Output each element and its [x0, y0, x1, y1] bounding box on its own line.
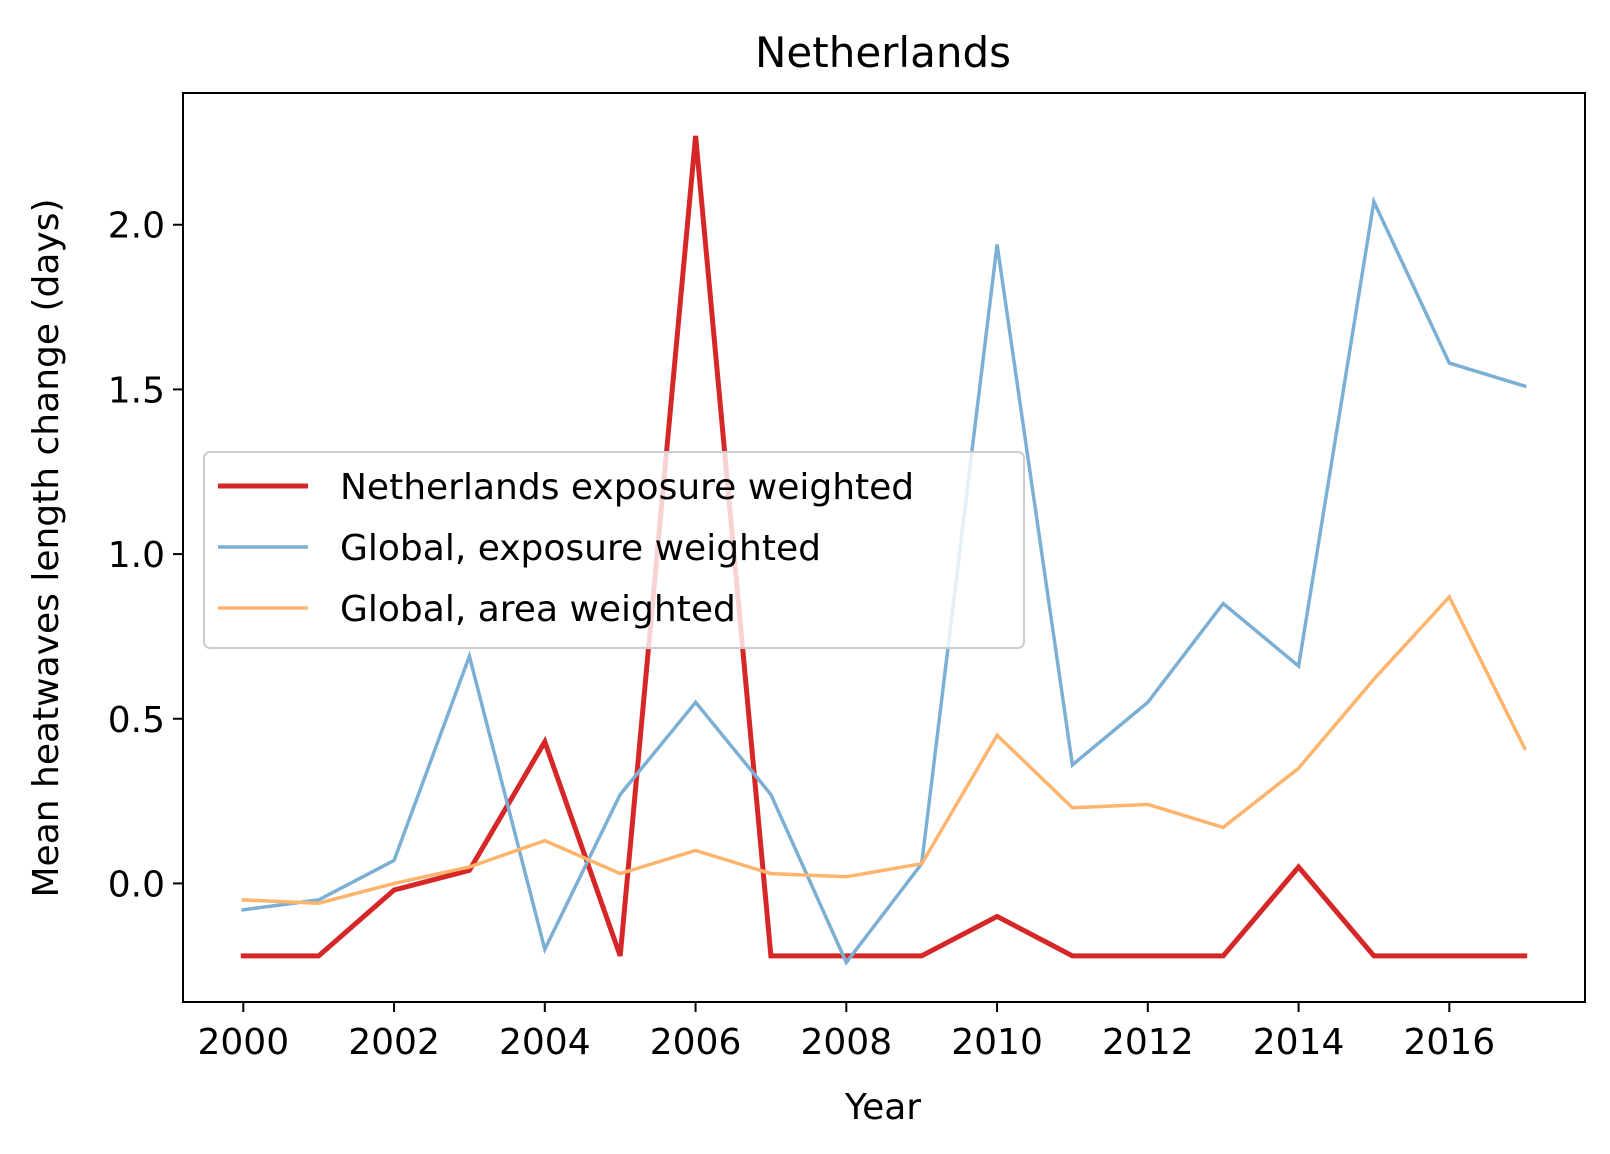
legend-label: Global, exposure weighted: [340, 528, 821, 569]
legend-label: Netherlands exposure weighted: [340, 467, 914, 508]
x-tick-label: 2016: [1404, 1022, 1496, 1063]
x-tick-label: 2004: [499, 1022, 591, 1063]
chart-title: Netherlands: [755, 28, 1011, 77]
y-axis-label: Mean heatwaves length change (days): [26, 198, 67, 897]
legend-label: Global, area weighted: [340, 589, 736, 630]
plot-frame: [182, 92, 1586, 1003]
y-tick-label: 0.5: [108, 700, 165, 741]
x-axis: 2000 2002 2004 2006 2008 2010 2012 2014 2016: [197, 1002, 1495, 1063]
legend-box: [203, 451, 1025, 649]
x-tick-label: 2012: [1102, 1022, 1194, 1063]
y-tick-label: 1.5: [108, 370, 165, 411]
y-tick-label: 0.0: [108, 864, 165, 905]
series-line-0: [240, 135, 1528, 959]
y-axis: 0.0 0.5 1.0 1.5 2.0: [108, 206, 183, 905]
legend: Netherlands exposure weighted Global, exp…: [203, 451, 1025, 649]
x-tick-label: 2006: [650, 1022, 742, 1063]
series-line-2: [241, 593, 1528, 905]
x-tick-label: 2000: [197, 1022, 289, 1063]
x-tick-label: 2010: [951, 1022, 1043, 1063]
x-tick-label: 2008: [800, 1022, 892, 1063]
x-axis-label: Year: [844, 1087, 921, 1128]
y-tick-label: 1.0: [108, 535, 165, 576]
series-layer: [240, 135, 1528, 966]
x-tick-label: 2002: [348, 1022, 440, 1063]
y-tick-label: 2.0: [108, 206, 165, 247]
series-line-1: [241, 195, 1527, 966]
x-tick-label: 2014: [1253, 1022, 1345, 1063]
